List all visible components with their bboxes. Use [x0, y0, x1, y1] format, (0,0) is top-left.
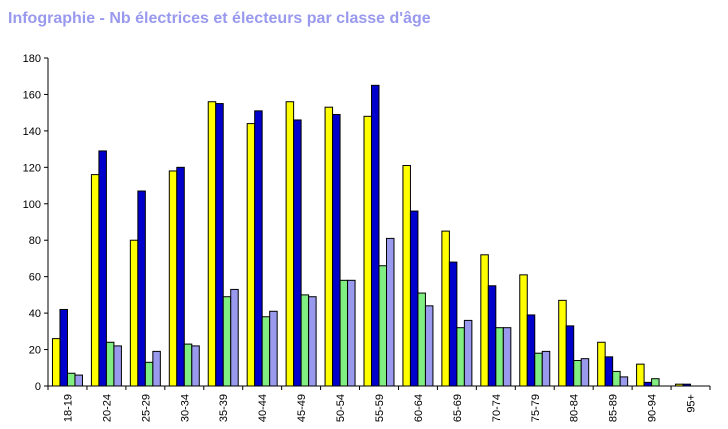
- bar-85-89-s3: [612, 370, 621, 387]
- bar-35-39-s2: [215, 103, 224, 387]
- bar-40-44-s3: [261, 316, 271, 387]
- y-tick-label: 160: [23, 89, 41, 101]
- bar-70-74-s4: [502, 327, 512, 387]
- y-tick-label: 60: [29, 272, 41, 284]
- bar-65-69-s3: [456, 327, 465, 387]
- bar-75-79-s1: [519, 274, 528, 387]
- bar-55-59-s1: [363, 115, 372, 387]
- bar-65-69-s2: [448, 261, 458, 387]
- bar-50-54-s3: [339, 279, 349, 387]
- bar-70-74-s2: [487, 285, 497, 387]
- bar-40-44-s4: [269, 310, 278, 387]
- bar-20-24-s3: [105, 341, 115, 387]
- bar-30-34-s3: [183, 343, 193, 387]
- bar-60-64-s3: [417, 292, 426, 387]
- bar-75-79-s4: [541, 350, 551, 387]
- y-tick-label: 180: [23, 53, 41, 65]
- bar-25-29-s3: [144, 361, 154, 387]
- y-axis: 0 20 40 60 80 100 120 140 160 180: [23, 53, 48, 393]
- bar-95+-s2: [682, 383, 692, 387]
- bar-35-39-s3: [222, 296, 232, 387]
- bar-45-49-s4: [308, 296, 317, 387]
- x-tick-label: 75-79: [530, 394, 542, 422]
- x-tick-label: 60-64: [413, 394, 425, 422]
- bar-85-89-s1: [597, 341, 606, 387]
- bar-75-79-s2: [526, 314, 536, 387]
- y-tick-label: 100: [23, 199, 41, 211]
- x-tick-label: 30-34: [179, 394, 191, 422]
- x-axis: 18-19 20-24 25-29 30-34 35-39 40-44 45-49 50-54…: [47, 386, 711, 422]
- bar-30-34-s1: [168, 170, 178, 387]
- bar-25-29-s1: [129, 239, 139, 387]
- bar-18-19-s3: [66, 372, 76, 387]
- bar-45-49-s2: [293, 119, 302, 387]
- bar-50-54-s1: [324, 106, 334, 387]
- x-tick-label: 65-69: [452, 394, 464, 422]
- bar-90-94-s1: [636, 363, 645, 387]
- x-tick-label: 45-49: [296, 394, 308, 422]
- bar-75-79-s3: [534, 352, 543, 387]
- bar-60-64-s1: [402, 165, 411, 387]
- bar-50-54-s4: [347, 279, 356, 387]
- bar-85-89-s4: [619, 376, 629, 387]
- y-tick-label: 80: [29, 235, 41, 247]
- bar-20-24-s4: [113, 345, 122, 387]
- bar-55-59-s3: [378, 265, 387, 387]
- bar-80-84-s2: [565, 325, 575, 387]
- x-tick-label: 40-44: [257, 394, 269, 422]
- bar-35-39-s4: [230, 288, 239, 387]
- chart-title: Infographie - Nb électrices et électeurs…: [8, 10, 431, 27]
- y-tick-label: 20: [29, 345, 41, 357]
- x-tick-label: 18-19: [62, 394, 74, 422]
- bar-45-49-s1: [285, 101, 295, 387]
- bars-group: [51, 84, 692, 387]
- bar-60-64-s2: [409, 210, 419, 387]
- bar-80-84-s4: [580, 358, 590, 387]
- bar-65-69-s1: [441, 230, 450, 387]
- y-tick-label: 40: [29, 308, 41, 320]
- bar-40-44-s2: [254, 110, 263, 387]
- y-tick-label: 140: [23, 126, 41, 138]
- bar-55-59-s4: [386, 237, 395, 387]
- bar-18-19-s4: [74, 374, 83, 387]
- x-tick-label: 80-84: [569, 394, 581, 422]
- bar-70-74-s3: [495, 327, 504, 387]
- bar-95+-s1: [675, 383, 684, 387]
- bar-18-19-s1: [51, 338, 61, 387]
- bar-20-24-s1: [90, 174, 100, 387]
- y-tick-label: 120: [23, 162, 41, 174]
- bar-25-29-s4: [152, 350, 161, 387]
- bar-50-54-s2: [332, 113, 341, 387]
- bar-70-74-s1: [480, 254, 489, 387]
- x-tick-label: 70-74: [491, 394, 503, 422]
- bar-30-34-s4: [191, 345, 200, 387]
- x-tick-label: 25-29: [140, 394, 152, 422]
- y-tick-label: 0: [35, 381, 41, 393]
- bar-25-29-s2: [137, 190, 146, 387]
- bar-80-84-s1: [558, 299, 567, 387]
- x-tick-label: 50-54: [335, 394, 347, 422]
- bar-18-19-s2: [59, 308, 68, 387]
- bar-45-49-s3: [300, 294, 310, 387]
- bar-85-89-s2: [604, 356, 614, 387]
- bar-80-84-s3: [573, 359, 582, 387]
- bar-55-59-s2: [371, 84, 380, 387]
- x-tick-label: 85-89: [608, 394, 620, 422]
- bar-65-69-s4: [463, 319, 473, 387]
- x-tick-label: 35-39: [218, 394, 230, 422]
- x-tick-label: 95+: [686, 394, 698, 413]
- bar-90-94-s2: [643, 381, 653, 387]
- bar-40-44-s1: [246, 123, 256, 387]
- bar-90-94-s3: [651, 378, 660, 387]
- x-tick-label: 55-59: [374, 394, 386, 422]
- x-tick-label: 20-24: [101, 394, 113, 422]
- bar-60-64-s4: [424, 305, 434, 387]
- bar-35-39-s1: [207, 101, 217, 387]
- bar-30-34-s2: [176, 166, 185, 387]
- bar-20-24-s2: [98, 150, 107, 387]
- x-tick-label: 90-94: [647, 394, 659, 422]
